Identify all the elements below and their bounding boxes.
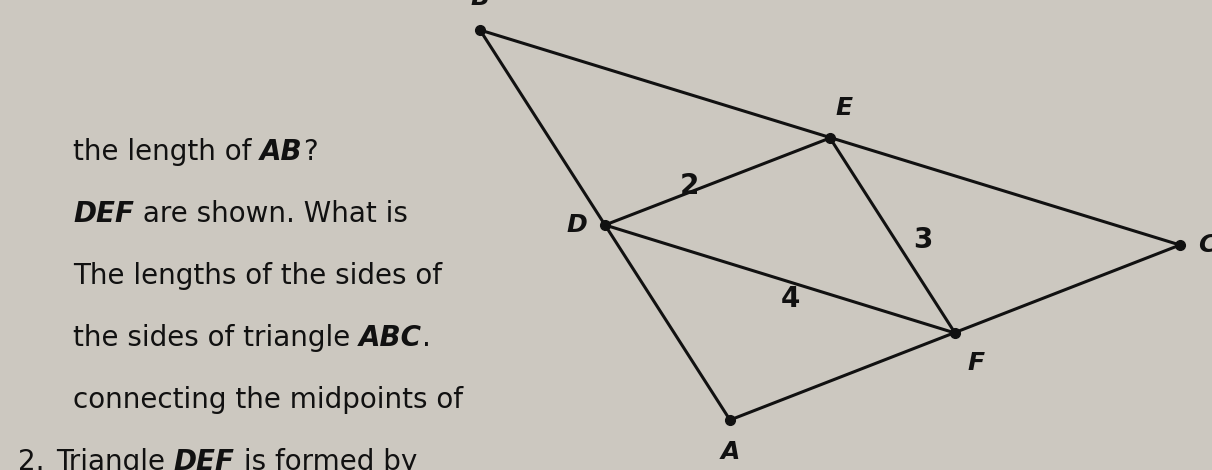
- Text: A: A: [720, 440, 739, 464]
- Text: 3: 3: [913, 227, 932, 254]
- Text: E: E: [835, 96, 852, 120]
- Text: DEF: DEF: [173, 448, 235, 470]
- Text: 2.: 2.: [18, 448, 45, 470]
- Text: ?: ?: [303, 138, 318, 166]
- Text: D: D: [566, 213, 587, 237]
- Text: 2: 2: [680, 172, 699, 201]
- Text: Triangle: Triangle: [56, 448, 173, 470]
- Text: 4: 4: [781, 285, 800, 313]
- Text: The lengths of the sides of: The lengths of the sides of: [73, 262, 442, 290]
- Text: .: .: [422, 324, 431, 352]
- Text: connecting the midpoints of: connecting the midpoints of: [73, 386, 463, 414]
- Text: the sides of triangle: the sides of triangle: [73, 324, 359, 352]
- Text: is formed by: is formed by: [235, 448, 417, 470]
- Text: C: C: [1197, 233, 1212, 257]
- Text: B: B: [470, 0, 490, 10]
- Text: the length of: the length of: [73, 138, 261, 166]
- Text: F: F: [967, 351, 984, 375]
- Text: DEF: DEF: [73, 200, 135, 228]
- Text: are shown. What is: are shown. What is: [135, 200, 408, 228]
- Text: ABC: ABC: [359, 324, 422, 352]
- Text: AB: AB: [261, 138, 303, 166]
